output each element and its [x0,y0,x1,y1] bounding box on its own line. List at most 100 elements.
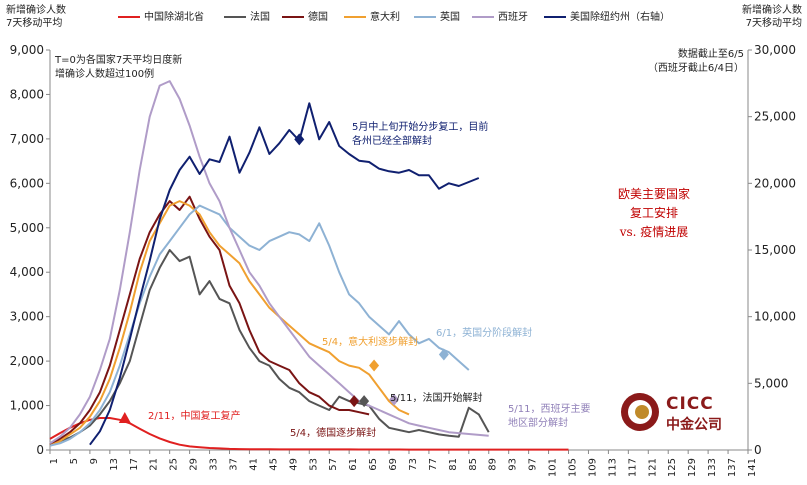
y-left-tick-label: 8,000 [10,87,44,101]
series-line-3 [49,200,410,447]
x-tick-label: 137 [727,458,738,477]
y-left-tick-label: 5,000 [10,221,44,235]
chart-title: 欧美主要国家 复工安排 vs. 疫情进展 [594,185,714,242]
legend-swatch [224,16,246,18]
marker-diamond-4 [389,393,400,406]
legend-label: 美国除纽约州（右轴） [570,12,670,23]
x-tick-label: 61 [348,458,359,471]
x-tick-label: 53 [308,458,319,471]
chart-title-line3: vs. 疫情进展 [619,225,689,239]
x-tick-label: 69 [388,458,399,471]
x-tick-label: 13 [109,458,120,471]
legend-label: 英国 [440,12,460,23]
x-tick-label: 141 [747,458,758,477]
cicc-logo-sub: 中金公司 [666,417,722,433]
legend-swatch [472,16,494,18]
series-line-2 [49,195,370,446]
x-tick-label: 49 [288,458,299,471]
chart-axes: 0 1,000 2,000 3,000 4,000 5,000 6,000 7,000 8,00… [10,43,796,477]
marker-diamond-3 [359,395,370,408]
y-right-tick-label: 10,000 [754,310,796,324]
x-tick-label: 133 [707,458,718,477]
series-line-6 [89,102,480,446]
legend-label: 法国 [250,12,270,23]
y-left-tick-label: 7,000 [10,132,44,146]
y-right-tick-label: 30,000 [754,43,796,57]
marker-triangle-0 [118,412,131,423]
marker-diamond-6 [294,133,305,146]
legend-item-germany: 德国 [282,8,328,23]
left-axis-title-line2: 7天移动平均 [6,18,63,29]
annotation-us: 5月中上旬开始分步复工，目前各州已经全部解封 [352,122,489,147]
legend-swatch [282,16,304,18]
x-tick-label: 129 [687,458,698,477]
x-tick-label: 33 [209,458,220,471]
y-left-tick-label: 0 [36,443,44,457]
x-tick-label: 57 [328,458,339,471]
x-tick-label: 73 [408,458,419,471]
x-tick-label: 21 [149,458,160,471]
right-axis-title: 新增确诊人数 7天移动平均 [722,4,802,30]
marker-diamond-5 [438,348,449,361]
x-tick-label: 97 [528,458,539,471]
y-right-tick-label: 5,000 [754,376,788,390]
y-left-tick-label: 4,000 [10,265,44,279]
series-line-4 [49,204,470,447]
x-tick-label: 125 [667,458,678,477]
x-tick-label: 109 [587,458,598,477]
x-tick-label: 77 [428,458,439,471]
cutoff-note-line2: （西班牙截止6/4日） [647,63,744,74]
x-tick-label: 9 [89,458,100,464]
legend-swatch [344,16,366,18]
x-tick-label: 85 [468,458,479,471]
legend-item-uk: 英国 [414,8,460,23]
chart-title-line2: 复工安排 [629,206,678,220]
x-tick-label: 45 [268,458,279,471]
legend-item-spain: 西班牙 [472,8,528,23]
x-tick-label: 117 [627,458,638,477]
x-tick-label: 17 [129,458,140,471]
annotation-spain: 5/11，西班牙主要地区部分解封 [508,404,591,429]
right-axis-title-line2: 7天移动平均 [745,18,802,29]
series-line-1 [49,249,490,447]
x-tick-label: 65 [368,458,379,471]
cutoff-note: 数据截止至6/5 （西班牙截止6/4日） [620,48,744,76]
definition-note: T=0为各国家7天平均日度新 增确诊人数超过100例 [55,54,182,82]
cicc-logo-name: CICC [666,394,714,414]
cutoff-note-line1: 数据截止至6/5 [677,49,744,60]
y-right-tick-label: 25,000 [754,110,796,124]
x-tick-label: 5 [69,458,80,464]
legend-item-us: 美国除纽约州（右轴） [544,8,670,23]
x-tick-label: 121 [647,458,658,477]
legend-swatch [544,16,566,18]
x-tick-label: 25 [169,458,180,471]
y-right-tick-label: 0 [754,443,762,457]
chart-title-line1: 欧美主要国家 [617,187,690,201]
series-line-5 [49,80,489,445]
left-axis-title: 新增确诊人数 7天移动平均 [6,4,66,30]
y-left-tick-label: 1,000 [10,399,44,413]
legend-item-france: 法国 [224,8,270,23]
legend-swatch [118,16,140,18]
legend-label: 西班牙 [498,12,528,23]
y-left-tick-label: 9,000 [10,43,44,57]
definition-note-line1: T=0为各国家7天平均日度新 [55,55,183,66]
x-tick-label: 81 [448,458,459,471]
x-tick-label: 1 [49,458,60,464]
chart-series-lines [49,80,569,451]
y-left-tick-label: 2,000 [10,354,44,368]
y-left-tick-label: 6,000 [10,176,44,190]
cicc-logo: CICC 中金公司 [620,392,750,436]
annotation-italy: 5/4，意大利逐步解封 [322,337,419,348]
definition-note-line2: 增确诊人数超过100例 [55,69,155,80]
legend-label: 中国除湖北省 [144,12,204,23]
legend-swatch [414,16,436,18]
x-tick-label: 101 [548,458,559,477]
y-left-tick-label: 3,000 [10,310,44,324]
y-right-tick-label: 15,000 [754,243,796,257]
chart-markers [118,133,449,423]
x-tick-label: 105 [568,458,579,477]
marker-diamond-1 [369,359,380,372]
y-right-tick-label: 20,000 [754,176,796,190]
